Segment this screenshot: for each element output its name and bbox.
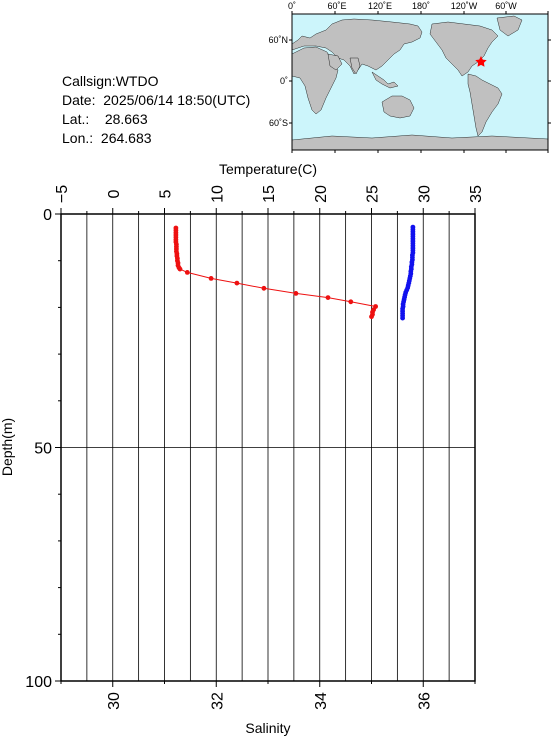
- callsign-value: WTDO: [115, 73, 159, 89]
- salinity-tick-label: 30: [106, 692, 123, 710]
- temperature-point: [293, 291, 299, 296]
- chart-series: [173, 224, 416, 321]
- callsign-label: Callsign:: [62, 73, 116, 89]
- temperature-point: [261, 285, 267, 291]
- lat-row: Lat.: 28.663: [62, 110, 250, 129]
- station-info: Callsign:WTDO Date: 2025/06/14 18:50(UTC…: [62, 72, 250, 148]
- lat-label: Lat.:: [62, 111, 90, 127]
- chart-grid: [61, 214, 475, 681]
- depth-tick-label: 50: [34, 441, 52, 458]
- temperature-point: [234, 280, 240, 286]
- lon-value: 264.683: [100, 130, 152, 146]
- temperature-point: [325, 295, 331, 300]
- temperature-point: [348, 299, 354, 305]
- callsign-row: Callsign:WTDO: [62, 72, 250, 91]
- temperature-point: [208, 276, 214, 281]
- temperature-tick-label: 5: [158, 189, 175, 198]
- temperature-tick-label: 15: [261, 185, 278, 203]
- depth-tick-label: 0: [43, 207, 52, 224]
- salinity-axis-label: Salinity: [245, 720, 290, 736]
- temperature-tick-label: 35: [468, 185, 485, 203]
- temperature-tick-label: 0: [106, 189, 123, 198]
- date-row: Date: 2025/06/14 18:50(UTC): [62, 91, 250, 110]
- temperature-point: [184, 270, 190, 275]
- depth-tick-label: 100: [25, 674, 52, 691]
- temperature-axis-label: Temperature(C): [219, 161, 317, 177]
- date-value: 2025/06/14 18:50(UTC): [103, 92, 251, 108]
- salinity-point: [400, 315, 405, 321]
- temperature-tick-label: 20: [313, 185, 330, 203]
- salinity-tick-label: 32: [209, 692, 226, 710]
- temperature-tick-label: 10: [209, 185, 226, 203]
- lon-row: Lon.: 264.683: [62, 129, 250, 148]
- salinity-tick-label: 34: [313, 692, 330, 710]
- temperature-tick-label: 25: [365, 185, 382, 203]
- temperature-tick-label: −5: [54, 185, 71, 203]
- depth-axis-label: Depth(m): [0, 418, 15, 476]
- salinity-tick-label: 36: [416, 692, 433, 710]
- temperature-point: [369, 314, 374, 320]
- temperature-point: [177, 266, 183, 272]
- temperature-tick-label: 30: [416, 185, 433, 203]
- lon-label: Lon.:: [62, 130, 94, 146]
- date-label: Date:: [62, 92, 96, 108]
- lat-value: 28.663: [104, 111, 148, 127]
